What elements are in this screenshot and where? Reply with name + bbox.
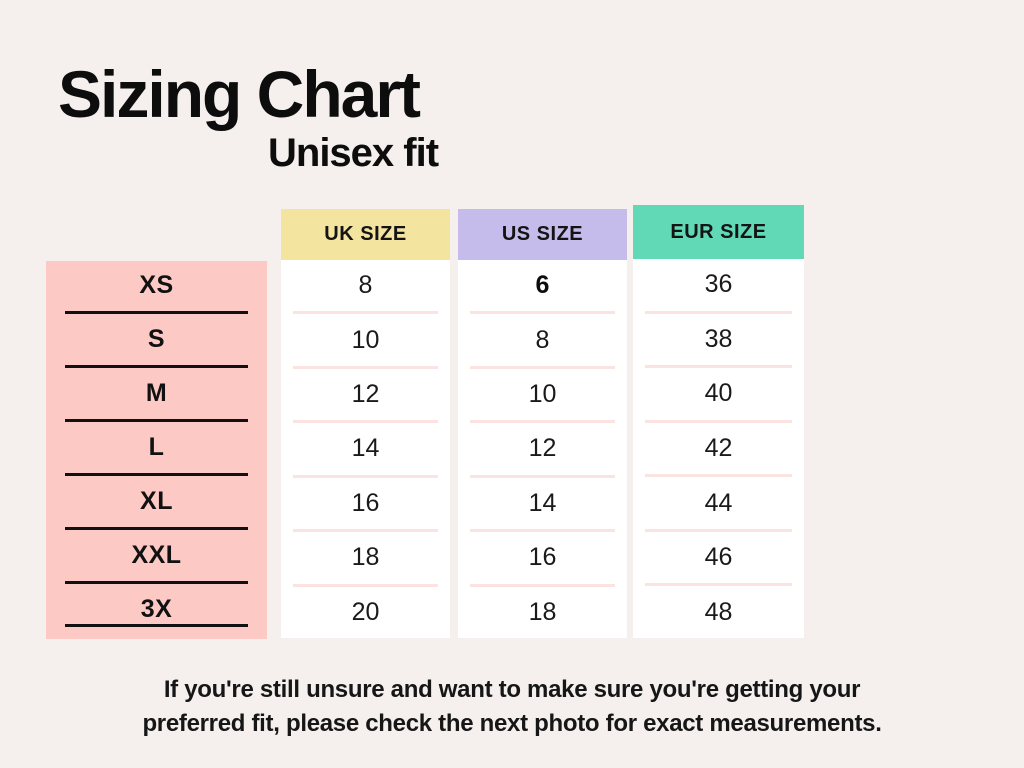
- page-subtitle: Unisex fit: [268, 131, 439, 175]
- size-label: 3X: [140, 594, 173, 623]
- us-size-cell: 14: [528, 488, 557, 517]
- row-divider: [293, 365, 438, 369]
- eur-size-cell: 48: [704, 597, 733, 626]
- divider-line: [65, 581, 248, 584]
- size-label-row: XXL: [46, 531, 267, 585]
- size-label: M: [145, 378, 168, 407]
- row-divider: [293, 529, 438, 533]
- uk-size-cell: 8: [358, 271, 373, 300]
- divider-line: [65, 311, 248, 314]
- footer-note-line1: If you're still unsure and want to make …: [163, 676, 861, 703]
- footer-note: If you're still unsure and want to make …: [0, 673, 1024, 741]
- divider-line: [65, 473, 248, 476]
- us-size-cell: 8: [535, 325, 550, 354]
- page-title: Sizing Chart: [58, 57, 421, 131]
- uk-size-cell: 18: [351, 543, 380, 572]
- size-label: S: [147, 324, 166, 353]
- uk-size-column: UK SIZE 8 10 12 14 16 18 20: [281, 209, 450, 638]
- uk-size-cell: 10: [351, 325, 380, 354]
- size-label-row: XS: [46, 261, 267, 315]
- row-divider: [645, 583, 792, 587]
- divider-line: [65, 419, 248, 422]
- row-divider: [470, 583, 615, 587]
- row-divider: [293, 583, 438, 587]
- uk-size-cell: 14: [351, 434, 380, 463]
- row-divider: [470, 420, 615, 424]
- us-size-cell: 16: [528, 543, 557, 572]
- row-divider: [645, 365, 792, 369]
- uk-size-cell: 12: [351, 380, 380, 409]
- row-divider: [645, 419, 792, 423]
- size-label: XXL: [131, 540, 182, 569]
- size-label: XL: [140, 486, 173, 515]
- us-size-cell: 10: [528, 380, 557, 409]
- size-labels-column: XS S M L XL XXL 3X: [46, 261, 267, 639]
- size-label: XS: [139, 270, 174, 299]
- us-size-cell: 6: [535, 271, 550, 300]
- size-label-row: M: [46, 369, 267, 423]
- us-size-cell: 18: [528, 597, 557, 626]
- uk-size-cell: 16: [351, 488, 380, 517]
- size-label-row: S: [46, 315, 267, 369]
- divider-line: [65, 527, 248, 530]
- row-divider: [470, 474, 615, 478]
- row-divider: [470, 365, 615, 369]
- us-size-column: US SIZE 6 8 10 12 14 16 18: [458, 209, 627, 638]
- eur-size-cell: 38: [704, 324, 733, 353]
- uk-size-cell: 20: [351, 597, 380, 626]
- size-label-row: 3X: [46, 585, 267, 639]
- row-divider: [645, 310, 792, 314]
- row-divider: [470, 311, 615, 315]
- size-label: L: [148, 432, 165, 461]
- eur-size-column: EUR SIZE 36 38 40 42 44 46 48: [633, 205, 804, 638]
- row-divider: [645, 528, 792, 532]
- row-divider: [293, 474, 438, 478]
- uk-size-body: 8 10 12 14 16 18 20: [281, 260, 450, 638]
- eur-size-header: EUR SIZE: [633, 205, 804, 259]
- eur-size-cell: 44: [704, 488, 733, 517]
- us-size-header: US SIZE: [458, 209, 627, 260]
- divider-line: [65, 365, 248, 368]
- size-label-row: L: [46, 423, 267, 477]
- uk-size-header: UK SIZE: [281, 209, 450, 260]
- divider-line: [65, 624, 248, 627]
- eur-size-cell: 46: [704, 543, 733, 572]
- us-size-cell: 12: [528, 434, 557, 463]
- us-size-body: 6 8 10 12 14 16 18: [458, 260, 627, 638]
- size-label-row: XL: [46, 477, 267, 531]
- footer-note-line2: preferred fit, please check the next pho…: [142, 710, 882, 737]
- eur-size-cell: 40: [704, 379, 733, 408]
- row-divider: [470, 529, 615, 533]
- row-divider: [293, 311, 438, 315]
- eur-size-cell: 42: [704, 434, 733, 463]
- eur-size-body: 36 38 40 42 44 46 48: [633, 259, 804, 638]
- row-divider: [645, 474, 792, 478]
- row-divider: [293, 420, 438, 424]
- eur-size-cell: 36: [704, 270, 733, 299]
